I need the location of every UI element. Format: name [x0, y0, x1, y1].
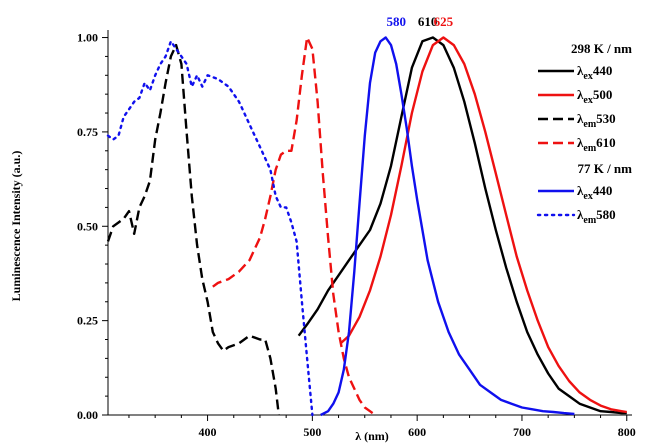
peak-label: 610 — [418, 14, 438, 29]
legend-entry: λex500 — [577, 87, 612, 106]
legend-entry: λex440 — [577, 63, 612, 82]
legend-heading: 298 K / nm — [571, 41, 632, 56]
y-tick-label: 0.50 — [77, 219, 98, 233]
legend-entry: λex440 — [577, 183, 612, 202]
series-line-2 — [106, 43, 280, 416]
x-tick-label: 800 — [618, 425, 636, 439]
y-tick-label: 0.75 — [77, 125, 98, 139]
x-tick-label: 400 — [199, 425, 217, 439]
x-tick-label: 500 — [303, 425, 321, 439]
y-tick-label: 1.00 — [77, 31, 98, 45]
y-tick-label: 0.25 — [77, 314, 98, 328]
series-line-0 — [297, 36, 627, 415]
x-tick-label: 700 — [513, 425, 531, 439]
legend-entry: λem530 — [577, 111, 616, 130]
legend-heading: 77 K / nm — [577, 161, 632, 176]
series-line-5 — [106, 40, 314, 417]
peak-label: 580 — [386, 14, 406, 29]
legend-entry: λem610 — [577, 135, 616, 154]
series-layer — [106, 36, 627, 417]
series-line-1 — [339, 36, 627, 414]
series-line-3 — [212, 36, 376, 416]
series-line-4 — [320, 36, 575, 417]
y-axis-title: Luminescence Intensity (a.u.) — [9, 151, 23, 302]
y-tick-label: 0.00 — [77, 408, 98, 422]
axes: 400 500 600 700 800 0.00 0.25 0.50 0.75 1.00 — [77, 30, 636, 439]
x-tick-label: 600 — [408, 425, 426, 439]
peak-label: 625 — [434, 14, 454, 29]
x-axis-title: λ (nm) — [355, 429, 389, 443]
legend-entry: λem580 — [577, 207, 616, 226]
legend: 298 K / nm λex440 λex500 λem530 λem610 77 K /… — [536, 41, 632, 226]
